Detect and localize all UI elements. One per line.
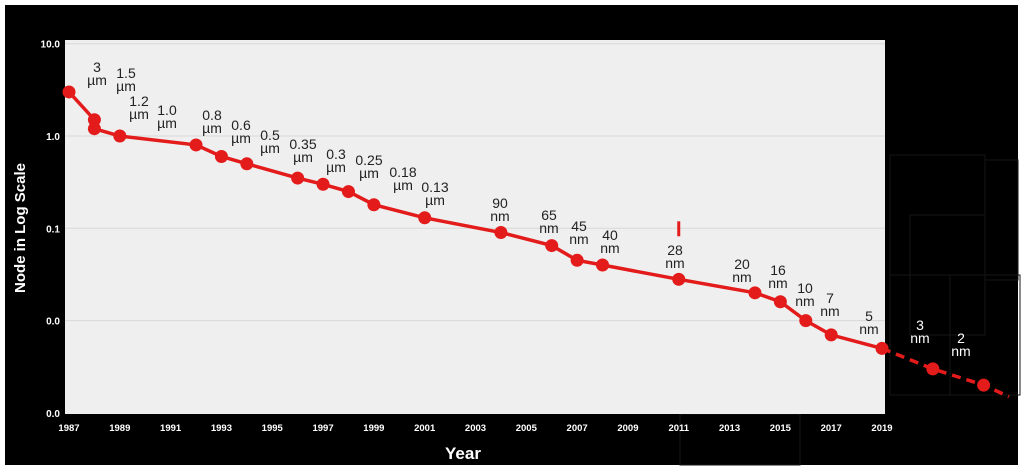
data-point <box>875 341 889 355</box>
data-point <box>291 171 305 185</box>
x-tick-label: 1987 <box>58 423 79 434</box>
data-point <box>596 258 610 272</box>
data-label: 1.5 µm <box>116 65 136 94</box>
series-line <box>67 90 883 351</box>
data-label: 1.0 µm <box>157 102 177 131</box>
x-tick-label: 1989 <box>109 423 130 434</box>
y-tick-label: 0.0 <box>46 317 60 328</box>
x-tick-label: 2007 <box>567 423 588 434</box>
data-label: 0.8 µm <box>202 107 222 136</box>
data-point <box>545 239 559 253</box>
data-point <box>189 138 203 152</box>
data-point <box>316 177 330 191</box>
data-point <box>87 113 101 127</box>
background-tile <box>984 159 1019 281</box>
projected-line <box>881 346 1010 399</box>
y-tick-label: 10.0 <box>41 40 61 51</box>
y-tick-label: 1.0 <box>46 132 60 143</box>
data-point <box>773 295 787 309</box>
data-label: 90 nm <box>490 195 509 224</box>
data-label: 3 nm <box>910 317 929 346</box>
data-point <box>367 198 381 212</box>
x-tick-label: 1999 <box>363 423 384 434</box>
x-tick-label: 1993 <box>211 423 232 434</box>
x-tick-label: 1991 <box>160 423 182 434</box>
x-tick-label: 2011 <box>668 423 689 434</box>
data-label: 65 nm <box>539 207 558 236</box>
data-label: 3 µm <box>87 59 107 88</box>
data-point <box>977 378 991 392</box>
data-point <box>570 253 584 267</box>
x-tick-label: 2015 <box>770 423 792 434</box>
background-tiles <box>679 154 1021 466</box>
data-label: 5 nm <box>859 308 878 337</box>
x-tick-label: 2017 <box>821 423 842 434</box>
data-label: 0.35 µm <box>289 136 316 165</box>
x-tick-label: 2003 <box>465 423 486 434</box>
x-tick-label: 2013 <box>719 423 740 434</box>
data-label: 0.13 µm <box>421 179 448 208</box>
x-tick-label: 2005 <box>516 423 538 434</box>
data-point <box>62 85 76 99</box>
data-label: 0.6 µm <box>231 117 251 146</box>
data-label: 0.25 µm <box>355 152 382 181</box>
data-point <box>748 286 762 300</box>
data-point <box>214 149 228 163</box>
data-label: 7 nm <box>820 290 839 319</box>
data-point <box>341 185 355 199</box>
x-tick-label: 1997 <box>312 423 333 434</box>
data-label: 40 nm <box>600 227 619 256</box>
y-tick-label: 0.1 <box>46 224 60 235</box>
data-label: 45 nm <box>569 218 588 247</box>
x-tick-label: 1995 <box>262 423 284 434</box>
data-point <box>926 362 940 376</box>
y-axis-title: Node in Log Scale <box>12 163 29 293</box>
data-label: 0.18 µm <box>389 164 416 193</box>
data-label: 2 nm <box>951 330 970 359</box>
data-point <box>113 129 127 143</box>
data-label: 20 nm <box>732 256 751 285</box>
data-point <box>824 328 838 342</box>
x-axis-title: Year <box>445 444 481 463</box>
y-tick-label: 0.0 <box>46 409 60 420</box>
data-label: 28 nm <box>665 242 684 271</box>
x-tick-label: 2009 <box>617 423 638 434</box>
data-label: 16 nm <box>768 262 787 291</box>
data-point <box>240 157 254 171</box>
data-point <box>418 211 432 225</box>
data-label: 0.3 µm <box>326 146 346 175</box>
x-tick-label: 2001 <box>414 423 436 434</box>
data-point <box>494 226 508 240</box>
data-label: 1.2 µm <box>129 93 149 122</box>
background-tile <box>889 274 951 396</box>
x-tick-label: 2019 <box>871 423 892 434</box>
data-label: 10 nm <box>795 280 814 309</box>
data-point <box>672 272 686 286</box>
data-point <box>799 314 813 328</box>
data-point <box>87 122 101 136</box>
data-label: 0.5 µm <box>260 127 280 156</box>
